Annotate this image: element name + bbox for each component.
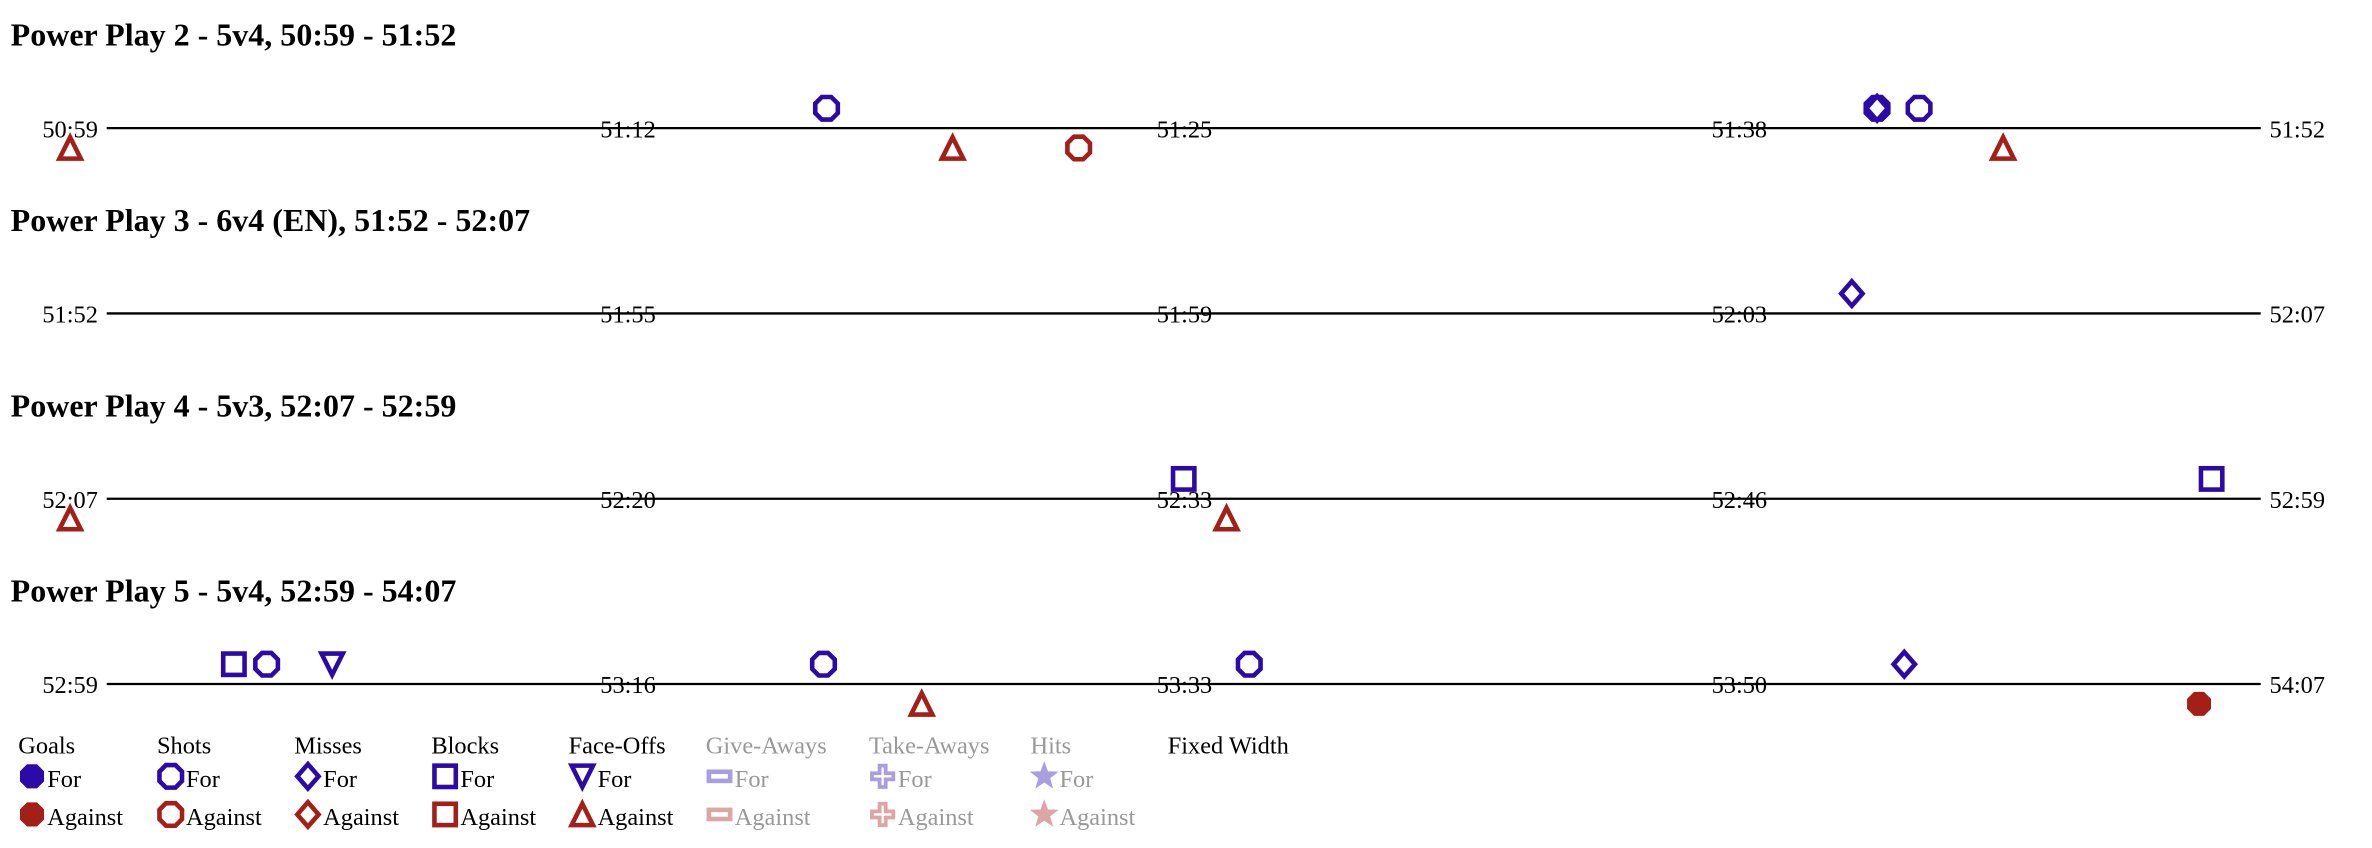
legend-against-label: Against	[898, 804, 974, 831]
miss-for-marker	[1838, 277, 1866, 310]
shot-against-icon	[157, 800, 185, 829]
legend-for-label: For	[598, 766, 632, 793]
legend-heading: Blocks	[431, 732, 499, 759]
legend-hit[interactable]: Hits For Against	[1029, 732, 1136, 831]
legend-for-label: For	[460, 766, 494, 793]
legend-heading: Take-Aways	[869, 732, 990, 759]
faceoff-for-icon	[567, 763, 597, 793]
legend-for-label: For	[47, 766, 81, 793]
legend-against-label: Against	[598, 804, 674, 831]
hit-against-icon	[1029, 799, 1059, 827]
takeaway-for-icon	[870, 763, 896, 789]
goal-against-icon	[19, 802, 45, 827]
block-for-marker	[220, 651, 247, 678]
block-against-icon	[432, 801, 459, 828]
faceoff-against-marker	[55, 502, 85, 532]
legend-for-label: For	[735, 766, 769, 793]
legend-against-label: Against	[735, 804, 811, 831]
legend-heading: Goals	[18, 732, 75, 759]
miss-for-icon	[294, 760, 322, 792]
legend-goal[interactable]: Goals For Against	[18, 732, 123, 831]
row-title: Power Play 4 - 5v3, 52:07 - 52:59	[11, 387, 457, 423]
block-for-marker	[1170, 465, 1197, 492]
legend-for-label: For	[898, 766, 932, 793]
miss-for-marker	[1863, 92, 1891, 124]
legend-for-label: For	[1059, 766, 1093, 793]
shot-for-icon	[157, 762, 185, 790]
tick-label: 52:20	[600, 487, 656, 514]
tick-label: 51:38	[1712, 116, 1768, 143]
tick-label: 52:07	[2270, 302, 2326, 329]
tick-label: 53:33	[1157, 672, 1213, 699]
tick-label: 51:55	[600, 302, 656, 329]
row-title: Power Play 3 - 6v4 (EN), 51:52 - 52:07	[11, 202, 530, 238]
tick-label: 53:16	[600, 672, 656, 699]
tick-label: 51:25	[1157, 116, 1213, 143]
legend-against-label: Against	[323, 804, 399, 831]
legend-for-label: For	[186, 766, 220, 793]
legend-shot[interactable]: Shots For Against	[157, 732, 262, 831]
takeaway-against-icon	[870, 801, 896, 828]
miss-against-icon	[294, 798, 322, 831]
legend-against-label: Against	[47, 804, 123, 831]
legend-takeaway[interactable]: Take-Aways For Against	[869, 732, 990, 831]
shot-for-marker	[1235, 650, 1263, 678]
goal-against-marker	[2187, 691, 2212, 716]
legend-heading: Face-Offs	[569, 732, 666, 759]
tick-label: 52:46	[1712, 487, 1768, 514]
faceoff-against-marker	[907, 688, 937, 717]
faceoff-for-marker	[317, 651, 347, 681]
power-play-row: Power Play 3 - 6v4 (EN), 51:52 - 52:07 51…	[11, 202, 2325, 329]
legend-against-label: Against	[460, 804, 536, 831]
legend-block[interactable]: Blocks For Against	[431, 732, 536, 831]
legend-heading: Shots	[157, 732, 211, 759]
faceoff-against-marker	[1212, 502, 1241, 532]
hit-for-icon	[1029, 761, 1059, 789]
row-title: Power Play 5 - 5v4, 52:59 - 54:07	[11, 573, 457, 609]
shot-against-marker	[1065, 134, 1093, 162]
giveaway-against-icon	[706, 807, 733, 822]
tick-label: 53:50	[1712, 672, 1768, 699]
tick-label: 51:12	[600, 116, 656, 143]
miss-for-marker	[1890, 648, 1918, 680]
tick-label: 51:52	[42, 302, 98, 329]
tick-label: 54:07	[2270, 672, 2326, 699]
faceoff-against-marker	[55, 132, 85, 161]
faceoff-against-marker	[1988, 132, 2018, 161]
faceoff-against-marker	[938, 132, 967, 161]
tick-label: 52:59	[2270, 487, 2326, 514]
tick-label: 51:59	[1157, 302, 1213, 329]
tick-label: 52:59	[42, 672, 98, 699]
row-title: Power Play 2 - 5v4, 50:59 - 51:52	[11, 17, 457, 53]
legend-miss[interactable]: Misses For Against	[294, 732, 399, 831]
block-for-marker	[2198, 465, 2225, 492]
tick-label: 52:03	[1712, 302, 1768, 329]
legend-for-label: For	[323, 766, 357, 793]
shot-for-marker	[1905, 94, 1933, 122]
legend-heading: Hits	[1031, 732, 1072, 759]
legend-heading: Misses	[294, 732, 362, 759]
shot-for-marker	[812, 94, 841, 122]
block-for-icon	[432, 763, 459, 790]
giveaway-for-icon	[706, 769, 733, 784]
legend-giveaway[interactable]: Give-Aways For Against	[706, 732, 827, 831]
legend-against-label: Against	[1059, 804, 1135, 831]
faceoff-against-icon	[567, 798, 597, 828]
fixed-width-toggle[interactable]: Fixed Width	[1168, 732, 1289, 759]
legend-faceoff[interactable]: Face-Offs For Against	[567, 732, 674, 831]
shot-for-marker	[253, 650, 281, 678]
legend-against-label: Against	[186, 804, 262, 831]
legend-heading: Give-Aways	[706, 732, 827, 759]
goal-for-icon	[19, 764, 45, 789]
power-play-row: Power Play 5 - 5v4, 52:59 - 54:07 52:59 53…	[11, 573, 2326, 717]
shot-for-marker	[809, 650, 838, 678]
tick-label: 51:52	[2270, 116, 2326, 143]
legend: Goals For Against Shots For Against Misses For A…	[18, 732, 1289, 831]
